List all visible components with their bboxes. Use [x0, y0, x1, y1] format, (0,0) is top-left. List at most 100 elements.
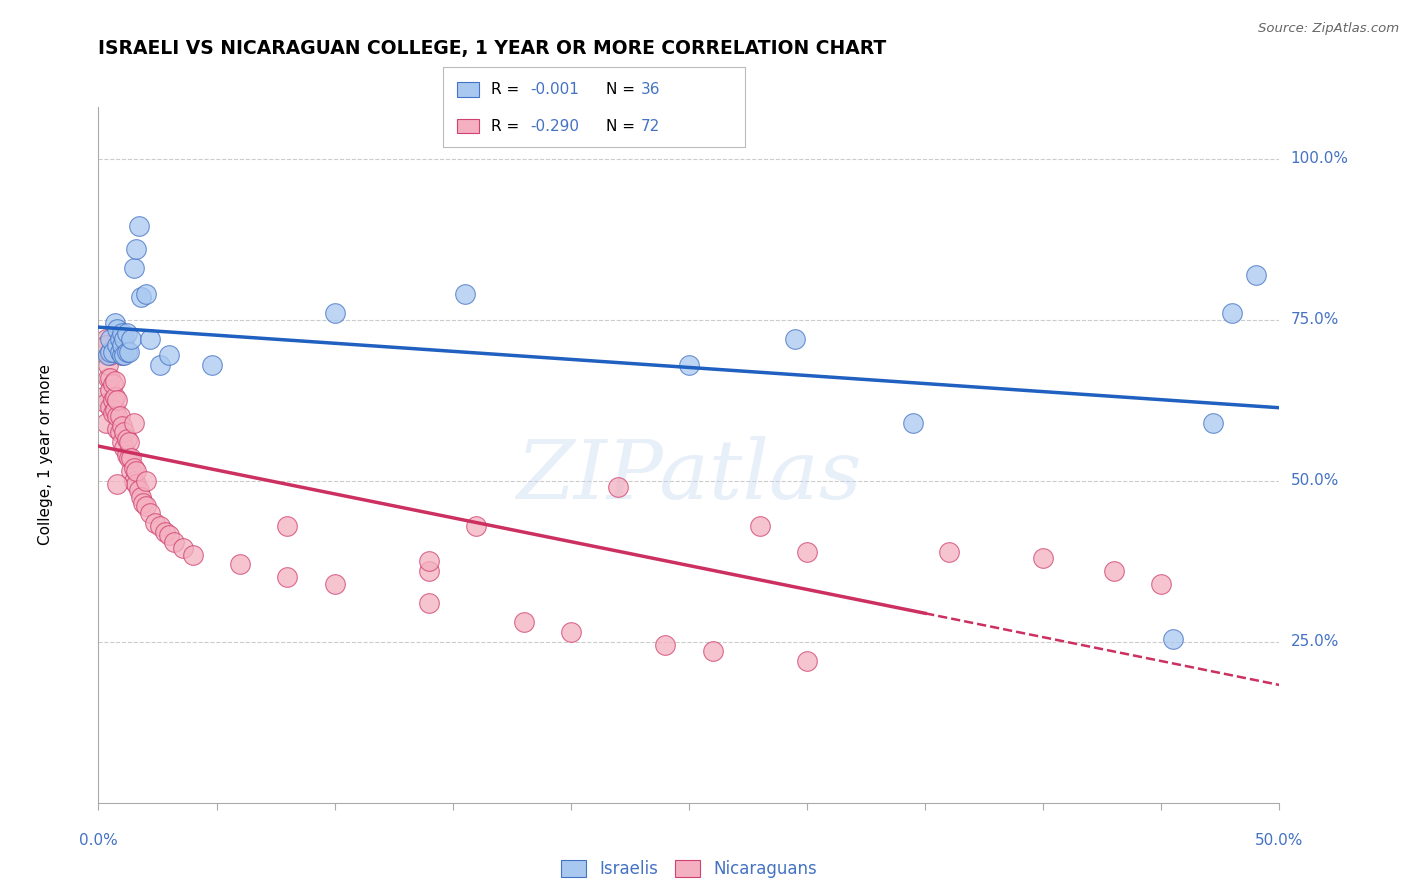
- Point: [128, 219, 150, 234]
- Point: [903, 416, 925, 430]
- Text: N =: N =: [606, 82, 640, 97]
- Point: [157, 348, 180, 362]
- Point: [181, 548, 204, 562]
- Point: [129, 290, 152, 304]
- Point: [122, 474, 145, 488]
- Point: [323, 576, 346, 591]
- Point: [97, 348, 120, 362]
- Text: 25.0%: 25.0%: [1291, 634, 1339, 649]
- Point: [1244, 268, 1267, 282]
- Point: [143, 516, 166, 530]
- Point: [111, 348, 134, 362]
- Point: [1161, 632, 1184, 646]
- Text: R =: R =: [491, 82, 524, 97]
- Point: [132, 496, 155, 510]
- Point: [678, 358, 700, 372]
- Point: [111, 326, 134, 340]
- Point: [94, 416, 117, 430]
- Point: [135, 500, 157, 514]
- Point: [115, 448, 138, 462]
- Point: [121, 332, 143, 346]
- Point: [101, 406, 124, 420]
- Point: [108, 409, 131, 424]
- Point: [135, 286, 157, 301]
- Point: [98, 348, 121, 362]
- Point: [98, 332, 121, 346]
- Point: [1150, 576, 1173, 591]
- Text: 36: 36: [641, 82, 661, 97]
- Point: [163, 534, 186, 549]
- Point: [104, 390, 127, 404]
- Point: [105, 409, 128, 424]
- Point: [112, 442, 135, 456]
- Text: ZIPatlas: ZIPatlas: [516, 436, 862, 516]
- Point: [796, 544, 818, 558]
- Point: [105, 393, 128, 408]
- Point: [323, 306, 346, 320]
- Point: [111, 419, 134, 434]
- Point: [157, 528, 180, 542]
- Text: Source: ZipAtlas.com: Source: ZipAtlas.com: [1258, 22, 1399, 36]
- Point: [94, 338, 117, 352]
- Point: [125, 476, 148, 491]
- Point: [101, 393, 124, 408]
- Point: [125, 242, 148, 256]
- Point: [172, 541, 194, 556]
- Point: [418, 554, 440, 568]
- Point: [1202, 416, 1225, 430]
- Point: [112, 348, 135, 362]
- Point: [111, 435, 134, 450]
- Point: [111, 348, 134, 362]
- Text: R =: R =: [491, 119, 524, 134]
- Point: [785, 332, 807, 346]
- Point: [276, 518, 298, 533]
- Point: [108, 332, 131, 346]
- Point: [139, 506, 162, 520]
- Text: 50.0%: 50.0%: [1256, 833, 1303, 848]
- Point: [453, 286, 475, 301]
- Point: [122, 460, 145, 475]
- Point: [97, 358, 120, 372]
- Point: [229, 558, 252, 572]
- Point: [98, 384, 121, 398]
- Point: [1102, 564, 1125, 578]
- Point: [105, 338, 128, 352]
- Point: [94, 396, 117, 410]
- Point: [118, 435, 141, 450]
- Text: ISRAELI VS NICARAGUAN COLLEGE, 1 YEAR OR MORE CORRELATION CHART: ISRAELI VS NICARAGUAN COLLEGE, 1 YEAR OR…: [98, 39, 887, 58]
- Text: 0.0%: 0.0%: [79, 833, 118, 848]
- Text: 75.0%: 75.0%: [1291, 312, 1339, 327]
- Point: [105, 422, 128, 436]
- Text: 50.0%: 50.0%: [1291, 473, 1339, 488]
- Point: [201, 358, 224, 372]
- Point: [101, 377, 124, 392]
- Point: [938, 544, 960, 558]
- Point: [560, 625, 582, 640]
- Legend: Israelis, Nicaraguans: Israelis, Nicaraguans: [554, 854, 824, 885]
- Point: [98, 370, 121, 384]
- Point: [112, 425, 135, 440]
- Point: [101, 344, 124, 359]
- Point: [121, 451, 143, 466]
- Point: [465, 518, 488, 533]
- Point: [702, 644, 724, 658]
- Point: [98, 344, 121, 359]
- Point: [94, 332, 117, 346]
- Point: [104, 374, 127, 388]
- Point: [118, 451, 141, 466]
- Text: College, 1 year or more: College, 1 year or more: [38, 365, 53, 545]
- Point: [105, 476, 128, 491]
- Text: 72: 72: [641, 119, 661, 134]
- Text: -0.290: -0.290: [530, 119, 579, 134]
- Point: [122, 416, 145, 430]
- Point: [149, 358, 172, 372]
- Point: [418, 596, 440, 610]
- Point: [796, 654, 818, 668]
- Point: [125, 464, 148, 478]
- Point: [104, 402, 127, 417]
- Point: [118, 344, 141, 359]
- Point: [98, 400, 121, 414]
- Point: [1220, 306, 1243, 320]
- Point: [122, 261, 145, 276]
- Text: -0.001: -0.001: [530, 82, 579, 97]
